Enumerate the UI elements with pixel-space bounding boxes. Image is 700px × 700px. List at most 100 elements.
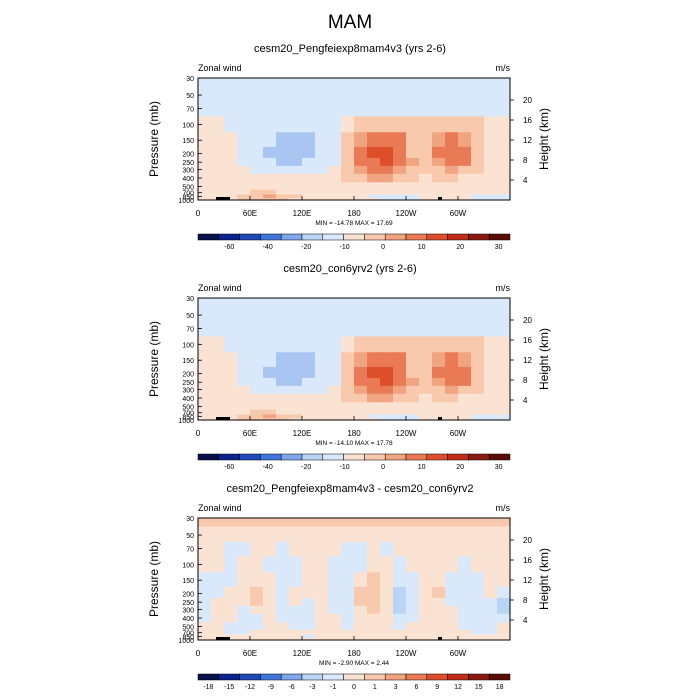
field-cell: [458, 629, 472, 636]
field-cell: [432, 393, 446, 403]
colorbar-segment: [301, 233, 324, 241]
field-cell: [458, 572, 472, 588]
field-cell: [263, 418, 277, 421]
field-cell: [211, 409, 225, 416]
field-cell: [406, 146, 420, 159]
colorbar-label: -18: [203, 684, 213, 691]
field-cell: [445, 409, 459, 416]
field-cell: [445, 385, 459, 395]
field-cell: [263, 605, 277, 615]
field-cell: [224, 157, 238, 167]
field-cell: [458, 182, 472, 191]
y-tick-label: 700: [182, 191, 194, 198]
field-cell: [393, 157, 407, 167]
colorbar-segment: [280, 233, 303, 241]
colorbar-label: -60: [224, 244, 234, 251]
field-cell: [445, 78, 459, 88]
field-cell: [250, 173, 264, 183]
field-cell: [406, 173, 420, 183]
field-cell: [341, 173, 355, 183]
field-cell: [224, 556, 238, 573]
colorbar-label: -6: [288, 684, 294, 691]
field-cell: [289, 321, 303, 338]
field-cell: [458, 321, 472, 338]
field-cell: [458, 638, 472, 641]
field-cell: [445, 638, 459, 641]
field-cell: [380, 629, 394, 636]
field-cell: [471, 298, 485, 308]
field-cell: [224, 306, 238, 323]
field-cell: [445, 132, 459, 148]
field-cell: [380, 366, 394, 379]
field-cell: [419, 198, 433, 201]
colorbar-segment: [447, 673, 469, 681]
field-cell: [250, 377, 264, 387]
field-cell: [367, 78, 381, 88]
field-cell: [393, 605, 407, 615]
field-cell: [445, 352, 459, 368]
field-cell: [393, 409, 407, 416]
field-cell: [367, 613, 381, 623]
field-cell: [367, 385, 381, 395]
field-cell: [406, 518, 420, 528]
field-cell: [341, 157, 355, 167]
field-cell: [302, 306, 316, 323]
field-cell: [354, 157, 368, 167]
colorbar-segment: [384, 673, 407, 681]
height-tick-label: 8: [523, 376, 528, 385]
field-cell: [406, 306, 420, 323]
field-cell: [445, 165, 459, 175]
field-cell: [302, 414, 316, 419]
field-cell: [224, 173, 238, 183]
colorbar-label: -40: [263, 464, 273, 471]
field-cell: [263, 321, 277, 338]
field-cell: [380, 402, 394, 411]
field-cell: [445, 418, 459, 421]
field-cell: [289, 157, 303, 167]
field-cell: [497, 377, 511, 387]
field-cell: [458, 402, 472, 411]
field-cell: [237, 306, 251, 323]
field-cell: [211, 86, 225, 103]
panel-title: cesm20_con6yrv2 (yrs 2-6): [283, 263, 416, 275]
y-tick-label: 1000: [178, 638, 194, 645]
field-cell: [263, 518, 277, 528]
field-cell: [302, 605, 316, 615]
field-cell: [497, 132, 511, 148]
field-cell: [198, 418, 212, 421]
colorbar-segment: [384, 233, 407, 241]
field-cell: [354, 146, 368, 159]
field-cell: [393, 298, 407, 308]
field-cell: [445, 634, 459, 639]
field-cell: [432, 336, 446, 353]
field-cell: [198, 198, 212, 201]
field-cell: [328, 409, 342, 416]
colorbar-segment: [343, 233, 365, 241]
field-cell: [380, 86, 394, 103]
field-cell: [341, 86, 355, 103]
field-cell: [224, 146, 238, 159]
field-cell: [276, 198, 290, 201]
field-cell: [484, 613, 498, 623]
field-cell: [497, 78, 511, 88]
field-cell: [367, 572, 381, 588]
x-tick-label: 0: [196, 649, 201, 658]
field-cell: [458, 173, 472, 183]
field-cell: [250, 157, 264, 167]
field-cell: [263, 572, 277, 588]
field-cell: [250, 385, 264, 395]
field-cell: [380, 541, 394, 558]
field-cell: [380, 182, 394, 191]
field-cell: [393, 402, 407, 411]
field-cell: [380, 189, 394, 196]
field-cell: [393, 613, 407, 623]
field-cell: [237, 418, 251, 421]
field-cell: [354, 173, 368, 183]
variable-label: Zonal wind: [198, 63, 242, 73]
field-cell: [237, 366, 251, 379]
colorbar-segment: [260, 453, 282, 461]
field-cell: [484, 402, 498, 411]
field-cell: [497, 86, 511, 103]
field-cell: [484, 101, 498, 118]
field-cell: [367, 586, 381, 599]
